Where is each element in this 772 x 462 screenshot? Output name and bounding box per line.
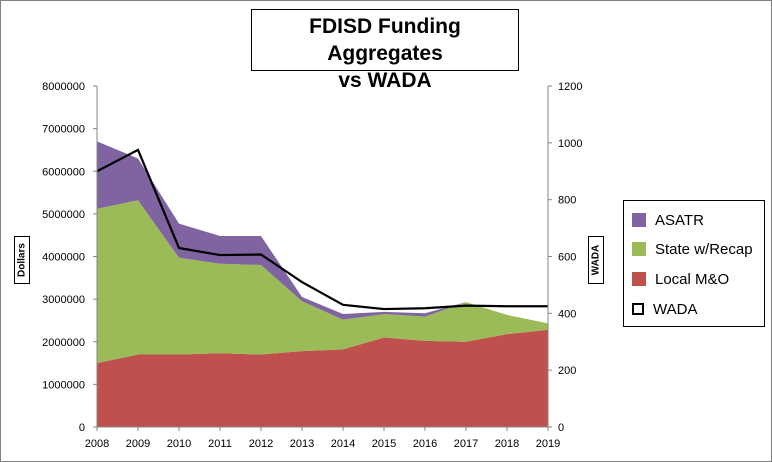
legend-label-local: Local M&O xyxy=(655,270,730,288)
y-right-tick-label: 1000 xyxy=(558,138,582,150)
x-tick-label: 2008 xyxy=(85,438,109,450)
legend-item-local: Local M&O xyxy=(632,269,729,289)
legend-swatch-asatr xyxy=(632,213,646,227)
x-tick-label: 2011 xyxy=(208,438,232,450)
legend-item-wada: WADA xyxy=(632,299,697,319)
legend-label-wada: WADA xyxy=(653,300,698,318)
line-wada xyxy=(96,148,548,311)
area-asatr xyxy=(97,141,548,324)
x-tick-label: 2010 xyxy=(167,438,191,450)
x-tick-label: 2013 xyxy=(290,438,314,450)
legend: ASATR State w/Recap Local M&O WADA xyxy=(623,200,765,327)
y-right-tick-label: 800 xyxy=(558,195,576,207)
legend-item-asatr: ASATR xyxy=(632,210,704,230)
area-state-w-recap xyxy=(97,200,548,364)
x-tick-label: 2014 xyxy=(331,438,355,450)
y-axis-right-label: WADA xyxy=(590,244,602,276)
y-left-tick-label: 1000000 xyxy=(42,379,85,391)
legend-swatch-state xyxy=(632,242,646,256)
y-left-tick-label: 5000000 xyxy=(42,209,85,221)
y-axis-right-title: WADA xyxy=(588,236,604,284)
y-left-tick-label: 2000000 xyxy=(42,337,85,349)
y-axis-left-title: Dollars xyxy=(14,236,30,284)
legend-item-state: State w/Recap xyxy=(632,239,753,259)
y-right-tick-label: 1200 xyxy=(558,81,582,93)
y-left-tick-label: 4000000 xyxy=(42,252,85,264)
y-left-tick-label: 8000000 xyxy=(42,81,85,93)
y-left-tick-label: 7000000 xyxy=(42,124,85,136)
x-tick-label: 2015 xyxy=(372,438,396,450)
y-axis-left-label: Dollars xyxy=(16,243,28,277)
y-left-tick-label: 6000000 xyxy=(42,166,85,178)
x-tick-label: 2018 xyxy=(495,438,519,450)
legend-swatch-local xyxy=(632,272,646,286)
chart-title-line1: FDISD Funding Aggregates xyxy=(309,15,461,65)
legend-swatch-wada xyxy=(632,303,644,315)
x-tick-label: 2012 xyxy=(249,438,273,450)
y-right-tick-label: 400 xyxy=(558,308,576,320)
chart-title-box: FDISD Funding Aggregates vs WADA xyxy=(251,9,519,92)
y-left-tick-label: 0 xyxy=(79,422,85,434)
x-tick-label: 2016 xyxy=(413,438,437,450)
x-tick-label: 2017 xyxy=(454,438,478,450)
x-tick-label: 2019 xyxy=(536,438,560,450)
y-left-tick-label: 3000000 xyxy=(42,294,85,306)
y-right-tick-label: 0 xyxy=(558,422,564,434)
y-right-tick-label: 200 xyxy=(558,365,576,377)
chart-title-line2: vs WADA xyxy=(338,69,432,92)
area-local-m-o xyxy=(97,329,548,427)
y-right-tick-label: 600 xyxy=(558,252,576,264)
legend-label-state: State w/Recap xyxy=(655,240,753,258)
x-tick-label: 2009 xyxy=(126,438,150,450)
legend-label-asatr: ASATR xyxy=(655,211,704,229)
